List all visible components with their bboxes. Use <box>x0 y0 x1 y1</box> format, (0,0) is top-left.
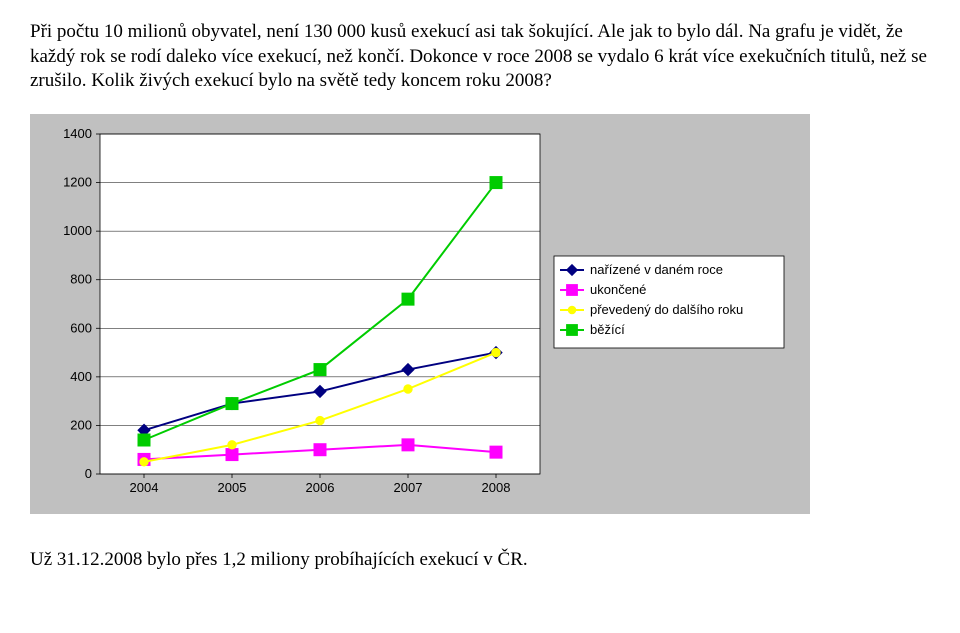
svg-text:běžící: běžící <box>590 322 625 337</box>
svg-text:600: 600 <box>70 320 92 335</box>
body-paragraph: Při počtu 10 milionů obyvatel, není 130 … <box>30 20 930 94</box>
svg-text:1400: 1400 <box>63 126 92 141</box>
svg-text:2004: 2004 <box>130 480 159 495</box>
svg-text:2005: 2005 <box>218 480 247 495</box>
svg-text:0: 0 <box>85 466 92 481</box>
svg-text:2006: 2006 <box>306 480 335 495</box>
footer-line: Už 31.12.2008 bylo přes 1,2 miliony prob… <box>30 549 930 571</box>
line-chart: 0 200 400 600 800 1000 1200 1400 2004 2005 2006 200… <box>30 114 810 514</box>
svg-text:1000: 1000 <box>63 223 92 238</box>
svg-text:ukončené: ukončené <box>590 282 646 297</box>
svg-text:400: 400 <box>70 369 92 384</box>
chart-container: 0 200 400 600 800 1000 1200 1400 2004 2005 2006 200… <box>30 114 930 519</box>
svg-text:800: 800 <box>70 272 92 287</box>
svg-text:převedený do dalšího roku: převedený do dalšího roku <box>590 302 743 317</box>
svg-text:nařízené v daném roce: nařízené v daném roce <box>590 262 723 277</box>
svg-text:200: 200 <box>70 417 92 432</box>
svg-text:1200: 1200 <box>63 175 92 190</box>
svg-text:2007: 2007 <box>394 480 423 495</box>
svg-text:2008: 2008 <box>482 480 511 495</box>
